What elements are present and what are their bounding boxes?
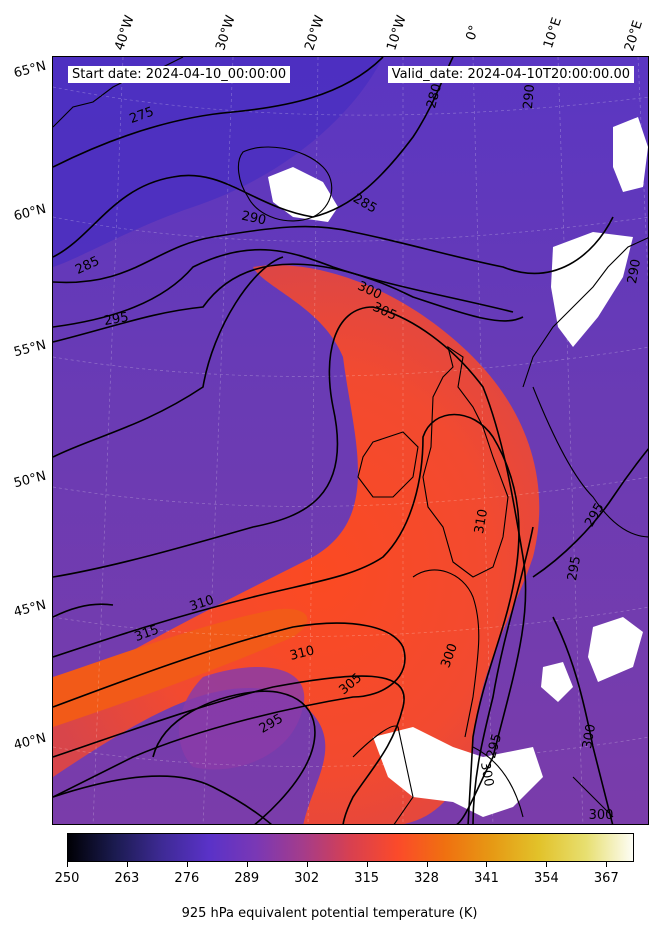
contour-label: 310 [188,593,216,615]
missing-data-patches [268,117,648,817]
latitude-label: 60°N [12,201,48,225]
latitude-label: 65°N [12,58,48,82]
colorbar-tick [306,862,308,867]
colorbar-tick [67,862,68,867]
longitude-label: 40°W [112,13,138,53]
valid-date-label: Valid_date: 2024-04-10T20:00:00.00 [387,66,634,83]
colorbar-tick-label: 250 [54,871,80,886]
colorbar-tick [246,862,248,867]
contour-label: 280 [424,82,445,110]
colorbar [67,833,634,862]
colorbar-tick-label: 354 [533,871,559,886]
contour-label: 300 [589,808,614,823]
contour-label: 310 [472,508,491,535]
longitude-label: 0° [463,23,483,43]
colorbar-tick [366,862,368,867]
colorbar-tick-label: 341 [474,871,499,886]
latitude-label: 40°N [12,730,48,754]
contour-label: 295 [565,555,584,582]
colorbar-tick-label: 315 [354,871,380,886]
colorbar-tick [606,862,608,867]
contour-label: 295 [103,310,130,329]
latitude-label: 50°N [12,468,48,492]
longitude-label: 10°W [384,13,410,53]
map-canvas: 2752802852852902902902952952952952953003… [53,57,648,824]
warm-core [53,608,308,727]
contour-label: 310 [288,643,316,664]
longitude-label: 20°E [622,18,646,54]
colorbar-tick [426,862,428,867]
contour-label: 300 [477,761,496,788]
colorbar-tick-label: 328 [414,871,439,886]
contour-label: 300 [580,723,599,750]
colorbar-tick-label: 367 [593,871,619,886]
colorbar-label: 925 hPa equivalent potential temperature… [181,906,478,921]
longitude-label: 10°E [541,15,565,51]
cold-region [53,57,383,267]
coastlines [53,57,648,824]
contour-label: 295 [484,732,505,760]
longitude-label: 30°W [213,13,239,53]
contour-label: 290 [240,209,267,229]
warm-plume [53,265,540,824]
colorbar-ticks: 250 263 276 289 302 315 328 341 354 367 [55,862,634,892]
contour-lines [53,57,648,824]
colorbar-tick-label: 289 [234,871,260,886]
latitude-label: 45°N [12,597,48,621]
graticule [53,57,648,824]
colorbar-tick-label: 302 [294,871,320,886]
contour-label: 290 [521,84,538,110]
colorbar-tick [546,862,548,867]
cool-pocket [179,667,305,770]
colorbar-tick-label: 263 [114,871,140,886]
longitude-label: 20°W [302,13,328,53]
colorbar-tick-label: 276 [174,871,200,886]
latitude-label: 55°N [12,337,48,361]
contour-label: 290 [625,258,644,285]
start-date-label: Start date: 2024-04-10_00:00:00 [68,66,291,83]
colorbar-tick [126,862,128,867]
colorbar-tick [486,862,488,867]
colorbar-tick [186,862,188,867]
map-panel: 275 280 285 285 290 290 290 295 295 295 295 295 300 3… [52,56,649,825]
